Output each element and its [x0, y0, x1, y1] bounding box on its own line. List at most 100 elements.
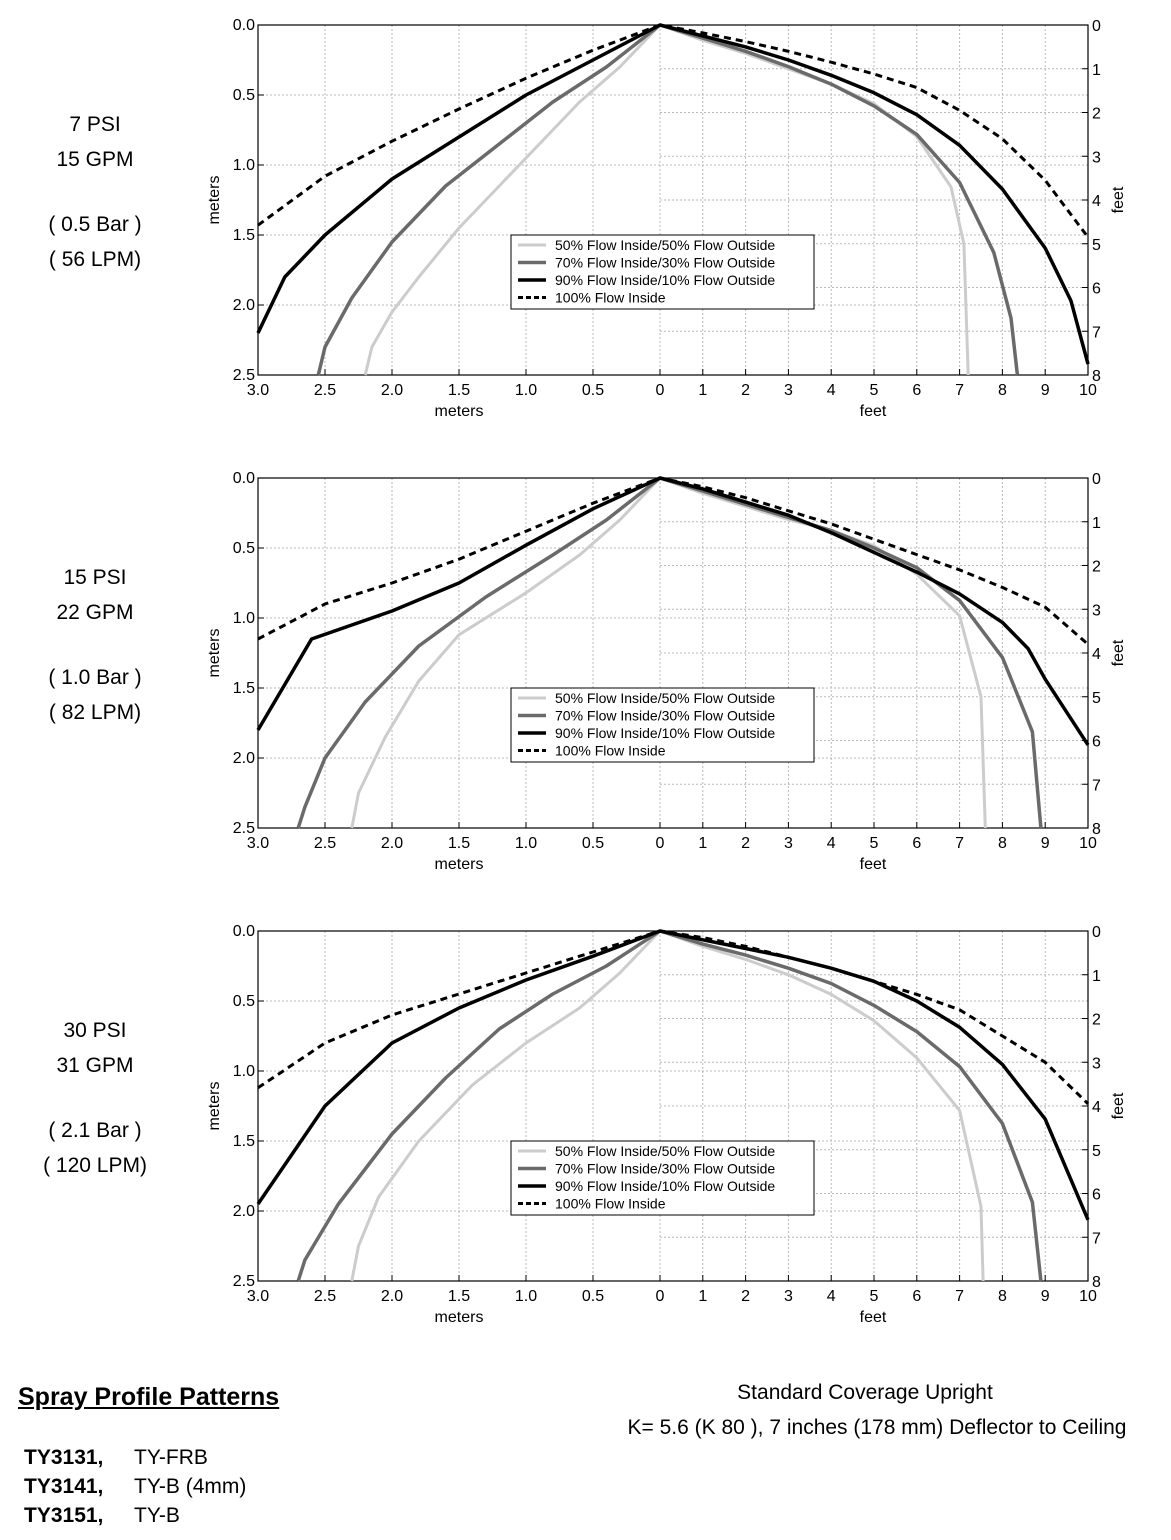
model-row: TY3131, TY-FRB: [24, 1443, 246, 1472]
y-tick-label-left: 1.5: [233, 1133, 255, 1150]
flow-gpm: 15 GPM: [56, 148, 134, 171]
x-tick-label-right: 1: [698, 835, 707, 852]
y-tick-label-left: 2.5: [233, 820, 255, 837]
model-row: TY3151, TY-B: [24, 1501, 246, 1530]
x-tick-label-left: 1.5: [448, 835, 470, 852]
x-tick-label-right: 6: [912, 835, 921, 852]
x-tick-label-right: 10: [1079, 1288, 1097, 1305]
series-line: [257, 476, 1089, 646]
y-tick-label-right: 0: [1092, 18, 1101, 35]
x-tick-label-left: 3.0: [247, 1288, 269, 1305]
y-tick-label-left: 2.0: [233, 297, 255, 314]
y-tick-label-right: 1: [1092, 515, 1101, 532]
flow-lpm: ( 82 LPM): [48, 701, 142, 724]
model-code: TY3151,: [24, 1504, 104, 1527]
series-line: [257, 929, 1090, 1105]
x-tick-label-right: 6: [912, 1288, 921, 1305]
y-axis-label-right: feet: [1110, 639, 1127, 666]
x-tick-label-left: 0.5: [582, 1288, 604, 1305]
y-tick-label-right: 3: [1092, 602, 1101, 619]
y-axis-label-left: meters: [206, 629, 223, 678]
y-tick-label-right: 2: [1092, 1012, 1101, 1029]
y-tick-label-right: 7: [1092, 1230, 1101, 1247]
y-tick-label-left: 1.0: [233, 610, 255, 627]
legend-label: 90% Flow Inside/10% Flow Outside: [555, 1178, 775, 1194]
x-tick-label-right: 8: [998, 382, 1007, 399]
y-tick-label-right: 7: [1092, 777, 1101, 794]
y-tick-label-left: 2.0: [233, 750, 255, 767]
legend-label: 50% Flow Inside/50% Flow Outside: [555, 237, 775, 253]
y-tick-label-left: 0.0: [233, 923, 255, 940]
y-tick-label-right: 2: [1092, 559, 1101, 576]
y-tick-label-right: 3: [1092, 149, 1101, 166]
series-line: [257, 23, 1090, 239]
pressure-bar: ( 1.0 Bar ): [48, 666, 142, 689]
y-tick-label-left: 1.0: [233, 157, 255, 174]
chart-panel: 30 PSI 31 GPM ( 2.1 Bar ) ( 120 LPM) 0.0 0.5 1…: [0, 906, 1171, 1346]
y-tick-label-right: 7: [1092, 324, 1101, 341]
model-row: TY3141, TY-B (4mm): [24, 1472, 246, 1501]
chart-panel: 7 PSI 15 GPM ( 0.5 Bar ) ( 56 LPM) 0.0 0.5 1.0…: [0, 0, 1171, 440]
y-tick-label-right: 5: [1092, 690, 1101, 707]
description-line-2: K= 5.6 (K 80 ), 7 inches (178 mm) Deflec…: [627, 1416, 1127, 1439]
y-tick-label-left: 0.5: [233, 993, 255, 1010]
x-tick-label-left: 3.0: [247, 382, 269, 399]
y-tick-label-right: 5: [1092, 237, 1101, 254]
pressure-psi: 7 PSI: [69, 113, 121, 136]
x-tick-label-left: 2.0: [381, 1288, 403, 1305]
series-line: [256, 929, 1090, 1221]
legend-label: 100% Flow Inside: [555, 743, 666, 759]
x-tick-label-right: 4: [827, 835, 836, 852]
y-tick-label-right: 1: [1092, 62, 1101, 79]
grid: [258, 478, 1088, 828]
x-tick-label-right: 8: [998, 835, 1007, 852]
legend-label: 90% Flow Inside/10% Flow Outside: [555, 272, 775, 288]
flow-conditions: 15 PSI 22 GPM ( 1.0 Bar ) ( 82 LPM): [20, 560, 170, 730]
x-tick-label-right: 9: [1041, 1288, 1050, 1305]
y-tick-label-left: 2.5: [233, 1273, 255, 1290]
flow-gpm: 31 GPM: [56, 1054, 134, 1077]
flow-conditions: 30 PSI 31 GPM ( 2.1 Bar ) ( 120 LPM): [20, 1013, 170, 1183]
y-tick-label-left: 0.0: [233, 470, 255, 487]
series-line: [256, 23, 1090, 365]
x-tick-label-right: 4: [827, 1288, 836, 1305]
x-tick-label-left: 0: [656, 382, 665, 399]
y-tick-label-right: 6: [1092, 1187, 1101, 1204]
x-tick-label-left: 1.5: [448, 1288, 470, 1305]
legend-box: [510, 687, 815, 763]
x-tick-label-left: 1.0: [515, 1288, 537, 1305]
y-tick-label-right: 8: [1092, 368, 1101, 385]
y-tick-label-left: 0.0: [233, 17, 255, 34]
x-tick-label-left: 0: [656, 835, 665, 852]
legend-label: 70% Flow Inside/30% Flow Outside: [555, 255, 775, 271]
legend-label: 90% Flow Inside/10% Flow Outside: [555, 725, 775, 741]
x-tick-label-right: 2: [741, 382, 750, 399]
model-code: TY3141,: [24, 1475, 104, 1498]
y-axis-label-right: feet: [1110, 1092, 1127, 1119]
pressure-bar: ( 0.5 Bar ): [48, 213, 142, 236]
y-tick-label-left: 0.5: [233, 87, 255, 104]
sprinkler-description: Standard Coverage Upright K= 5.6 (K 80 )…: [560, 1375, 1170, 1445]
y-axis-label-right: feet: [1110, 186, 1127, 213]
y-tick-label-right: 2: [1092, 106, 1101, 123]
x-tick-label-right: 5: [870, 835, 879, 852]
x-tick-label-right: 6: [912, 382, 921, 399]
legend-label: 70% Flow Inside/30% Flow Outside: [555, 1161, 775, 1177]
x-tick-label-right: 10: [1079, 835, 1097, 852]
x-tick-label-right: 9: [1041, 835, 1050, 852]
x-tick-label-left: 0: [656, 1288, 665, 1305]
x-tick-label-right: 3: [784, 382, 793, 399]
x-tick-label-left: 2.5: [314, 835, 336, 852]
x-tick-label-right: 8: [998, 1288, 1007, 1305]
y-tick-label-left: 1.0: [233, 1063, 255, 1080]
model-list: TY3131, TY-FRB TY3141, TY-B (4mm) TY3151, T…: [24, 1443, 246, 1530]
description-line-1: Standard Coverage Upright: [737, 1381, 993, 1404]
x-tick-label-left: 2.0: [381, 835, 403, 852]
x-axis-label-left: meters: [435, 1309, 484, 1326]
x-tick-label-left: 2.5: [314, 1288, 336, 1305]
y-tick-label-right: 6: [1092, 734, 1101, 751]
spray-profile-title: Spray Profile Patterns: [18, 1383, 280, 1411]
x-tick-label-left: 1.5: [448, 382, 470, 399]
x-tick-label-right: 7: [955, 1288, 964, 1305]
